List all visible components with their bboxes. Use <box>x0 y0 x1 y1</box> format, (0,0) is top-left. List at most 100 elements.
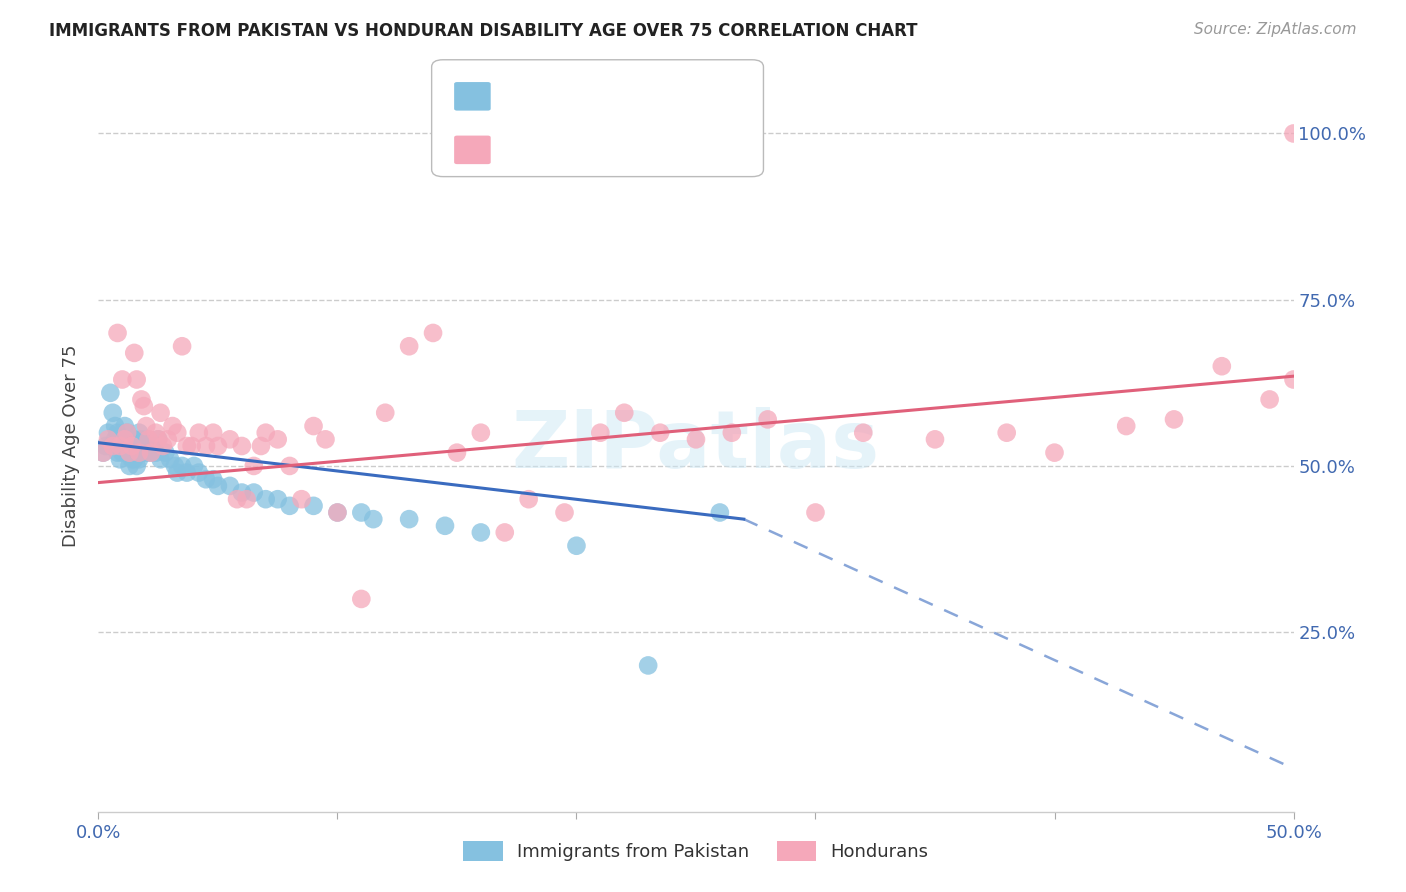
Point <box>470 525 492 540</box>
Point <box>326 506 349 520</box>
Point <box>302 499 325 513</box>
Point <box>1115 419 1137 434</box>
Point <box>108 439 131 453</box>
Text: R =  0.198   N = 71: R = 0.198 N = 71 <box>499 141 690 159</box>
Point <box>138 433 160 447</box>
Point <box>180 439 202 453</box>
Point <box>446 445 468 459</box>
Point <box>128 445 150 459</box>
Point <box>176 466 198 480</box>
Point <box>685 433 707 447</box>
Point <box>1211 359 1233 374</box>
Point <box>172 339 194 353</box>
Point <box>121 439 143 453</box>
Point <box>1258 392 1281 407</box>
Point <box>115 425 138 440</box>
Point <box>243 458 266 473</box>
Point <box>156 433 179 447</box>
Point <box>107 425 129 440</box>
Point <box>111 445 134 459</box>
Point <box>613 406 636 420</box>
Point <box>139 445 162 459</box>
Point <box>91 445 114 459</box>
Point <box>101 439 124 453</box>
Point <box>326 506 349 520</box>
Point <box>231 439 253 453</box>
Point <box>267 433 290 447</box>
Point <box>125 439 148 453</box>
Point <box>235 492 257 507</box>
Point <box>648 425 672 440</box>
Point <box>470 425 492 440</box>
Legend: Immigrants from Pakistan, Hondurans: Immigrants from Pakistan, Hondurans <box>456 834 936 869</box>
Text: IMMIGRANTS FROM PAKISTAN VS HONDURAN DISABILITY AGE OVER 75 CORRELATION CHART: IMMIGRANTS FROM PAKISTAN VS HONDURAN DIS… <box>49 22 918 40</box>
Point <box>554 506 576 520</box>
Point <box>131 392 153 407</box>
Point <box>302 419 325 434</box>
Point <box>155 445 177 459</box>
Point <box>434 518 457 533</box>
Point <box>176 439 198 453</box>
Point <box>125 458 148 473</box>
Point <box>183 458 205 473</box>
Point <box>202 425 225 440</box>
Point <box>291 492 314 507</box>
Point <box>589 425 612 440</box>
Y-axis label: Disability Age Over 75: Disability Age Over 75 <box>62 344 80 548</box>
Point <box>131 433 153 447</box>
Point <box>108 439 131 453</box>
Point <box>131 445 153 459</box>
Point <box>139 445 162 459</box>
Point <box>97 425 120 440</box>
Point <box>637 658 659 673</box>
Point <box>267 492 290 507</box>
Point <box>159 452 181 467</box>
Point <box>172 458 194 473</box>
Point <box>118 445 141 459</box>
Point <box>422 326 444 340</box>
Point <box>111 372 134 386</box>
Point <box>145 425 167 440</box>
Point <box>374 406 396 420</box>
Point <box>118 458 141 473</box>
Point <box>166 466 188 480</box>
Point <box>152 439 174 453</box>
Point <box>124 433 146 447</box>
Point <box>125 372 148 386</box>
Point <box>162 419 184 434</box>
Point <box>114 439 136 453</box>
Point <box>107 445 129 459</box>
Point <box>149 452 172 467</box>
Point <box>278 458 301 473</box>
Point <box>278 499 301 513</box>
Point <box>148 433 170 447</box>
Point <box>995 425 1018 440</box>
Point <box>118 433 141 447</box>
Point <box>517 492 540 507</box>
Point <box>709 506 731 520</box>
Point <box>124 346 146 360</box>
Point <box>121 452 143 467</box>
Point <box>202 472 225 486</box>
Point <box>254 425 277 440</box>
Point <box>195 439 218 453</box>
Point <box>219 479 242 493</box>
Point <box>254 492 277 507</box>
Point <box>207 479 229 493</box>
Point <box>111 433 134 447</box>
Point <box>115 425 138 440</box>
Point <box>97 433 120 447</box>
Point <box>135 445 157 459</box>
Point <box>1043 445 1066 459</box>
Text: R = -0.350   N = 64: R = -0.350 N = 64 <box>499 87 690 105</box>
Point <box>219 433 242 447</box>
Point <box>398 339 420 353</box>
Point <box>721 425 744 440</box>
Point <box>1282 372 1305 386</box>
Point <box>138 433 160 447</box>
Point <box>226 492 249 507</box>
Point <box>1282 127 1305 141</box>
Point <box>91 445 114 459</box>
Point <box>135 419 157 434</box>
Point <box>128 452 150 467</box>
